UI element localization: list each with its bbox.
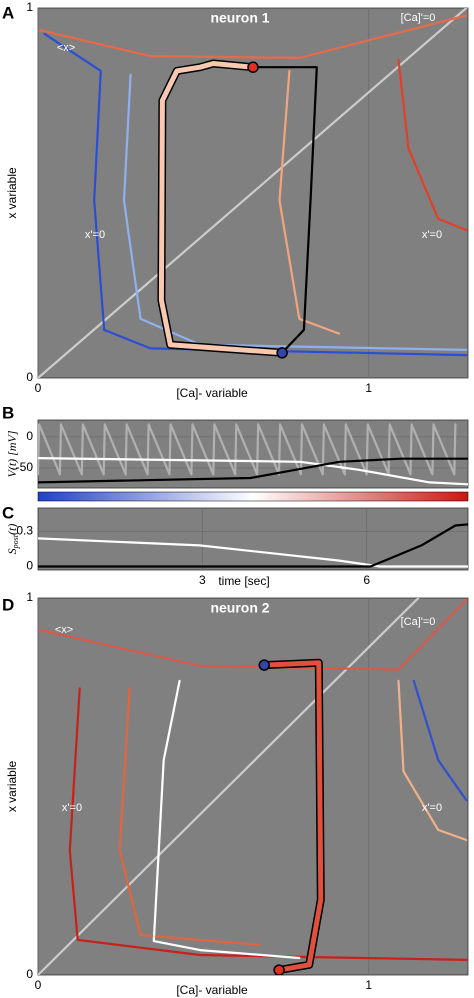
plot-content (38, 8, 468, 378)
curve (38, 457, 468, 486)
annotation: x'=0 (62, 802, 82, 814)
y-axis-label: V(t) [mV] (5, 430, 19, 477)
y-tick-label: 1 (26, 590, 33, 604)
plot-area (37, 507, 469, 571)
curve (251, 66, 318, 354)
y-axis-label: Spost(t) (5, 524, 20, 555)
plot-content (38, 598, 468, 975)
y-tick-label: 0 (26, 559, 33, 573)
y-tick-label: 1 (26, 0, 33, 14)
plot-content (38, 508, 468, 570)
x-tick-label: 6 (363, 573, 370, 587)
curve (38, 523, 468, 568)
panel-letter: C (2, 503, 14, 522)
panel-letter: A (2, 3, 14, 22)
x-tick-label: 0 (35, 381, 42, 395)
annotation: [Ca]'=0 (401, 12, 436, 24)
panel-title: neuron 2 (210, 600, 269, 616)
trajectory-end (276, 347, 288, 359)
annotation: x'=0 (85, 229, 105, 241)
annotation: x'=0 (422, 802, 442, 814)
annotation: <x> (55, 624, 73, 636)
trajectory-end (258, 659, 270, 671)
trajectory-end (273, 964, 285, 975)
y-tick-label: 0.3 (16, 524, 33, 538)
curve (38, 537, 468, 568)
curve (38, 14, 468, 59)
x-axis-label: [Ca]- variable (176, 983, 248, 997)
y-tick-label: 0 (26, 429, 33, 443)
y-axis-label: x variable (5, 167, 19, 219)
y-tick-label: 0 (26, 967, 33, 981)
y-tick-label: 0 (26, 370, 33, 384)
panel-letter: D (2, 595, 14, 614)
plot-area (37, 597, 469, 976)
x-axis-label: [Ca]- variable (176, 386, 248, 400)
trajectory (158, 61, 285, 356)
plot-content (38, 423, 468, 486)
y-axis-label-part: post (11, 534, 20, 549)
y-axis-label: x variable (5, 760, 19, 812)
curve (38, 457, 468, 484)
x-tick-label: 3 (199, 573, 206, 587)
panel-letter: B (2, 403, 14, 422)
curve (38, 8, 468, 378)
curve (152, 679, 301, 960)
curve (278, 69, 341, 335)
annotation: x'=0 (422, 229, 442, 241)
y-tick-label: -50 (16, 460, 34, 474)
curve (38, 598, 420, 975)
trajectory-end (247, 61, 259, 73)
annotation: [Ca]'=0 (401, 616, 436, 628)
curve (397, 58, 468, 232)
annotation: <x> (57, 42, 75, 54)
x-axis-label: time [sec] (218, 574, 269, 588)
colorbar (37, 491, 469, 502)
panel-title: neuron 1 (210, 10, 269, 26)
curve (412, 679, 468, 802)
curve (118, 687, 261, 946)
x-tick-label: 0 (35, 978, 42, 992)
y-axis-label-part: (t) (5, 524, 19, 535)
x-tick-label: 1 (365, 978, 372, 992)
curve (38, 423, 457, 476)
trajectory (261, 660, 324, 973)
y-axis-label-part: S (5, 548, 19, 554)
curve (38, 598, 468, 671)
x-tick-label: 1 (365, 381, 372, 395)
curve (397, 679, 468, 842)
